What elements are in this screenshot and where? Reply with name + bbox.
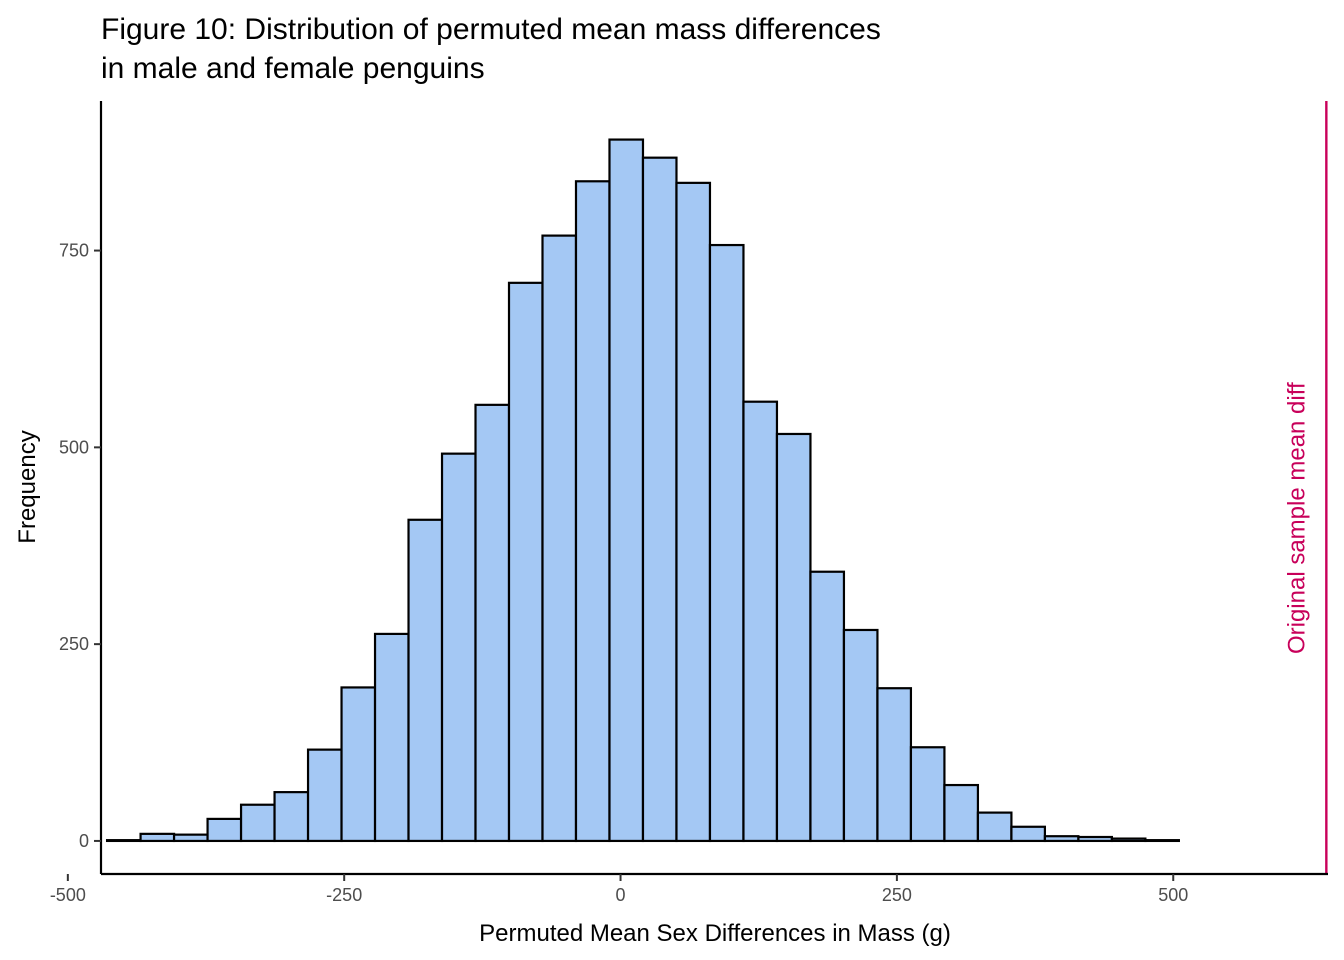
x-tick-label-3: 250 bbox=[882, 885, 912, 905]
histogram-bar-24 bbox=[909, 746, 946, 843]
histogram-bar-2 bbox=[172, 833, 209, 843]
x-tick-label-1: -250 bbox=[326, 885, 362, 905]
histogram-bar-18 bbox=[708, 243, 745, 843]
bars-layer bbox=[105, 138, 1180, 843]
histogram-bar-26 bbox=[976, 811, 1013, 843]
histogram-bar-4 bbox=[239, 803, 276, 843]
histogram-bar-15 bbox=[608, 138, 645, 843]
histogram-bar-10 bbox=[440, 452, 477, 843]
histogram-bar-27 bbox=[1010, 825, 1047, 843]
histogram-bar-19 bbox=[742, 400, 779, 843]
histogram-bar-8 bbox=[373, 632, 410, 843]
x-ticks-layer: -500 -250 0 250 500 bbox=[50, 874, 1188, 905]
y-tick-label-3: 750 bbox=[59, 241, 89, 261]
histogram-bar-7 bbox=[340, 686, 377, 843]
y-axis-title: Frequency bbox=[14, 430, 41, 543]
histogram-bar-20 bbox=[775, 432, 812, 843]
histogram-bar-17 bbox=[675, 181, 712, 843]
reference-line-layer: Original sample mean diff bbox=[1283, 101, 1328, 874]
histogram-bar-29 bbox=[1077, 835, 1113, 843]
histogram-bar-14 bbox=[574, 180, 611, 843]
histogram-bar-13 bbox=[541, 234, 578, 843]
x-axis-title: Permuted Mean Sex Differences in Mass (g… bbox=[479, 920, 951, 947]
histogram-bar-11 bbox=[474, 403, 511, 843]
x-tick-label-0: -500 bbox=[50, 885, 86, 905]
y-tick-label-0: 0 bbox=[79, 831, 89, 851]
histogram-bar-12 bbox=[507, 281, 544, 843]
chart-title-line-1: Figure 10: Distribution of permuted mean… bbox=[101, 13, 881, 46]
histogram-bar-9 bbox=[407, 518, 444, 843]
histogram-bar-16 bbox=[641, 156, 678, 843]
histogram-bar-21 bbox=[809, 570, 846, 843]
histogram-bar-5 bbox=[273, 791, 310, 843]
histogram-bar-0 bbox=[105, 839, 142, 843]
x-tick-label-4: 500 bbox=[1158, 885, 1188, 905]
x-tick-label-2: 0 bbox=[616, 885, 626, 905]
histogram-bar-3 bbox=[206, 817, 243, 843]
histogram-bar-31 bbox=[1144, 839, 1180, 843]
y-tick-label-2: 500 bbox=[59, 437, 89, 457]
histogram-bar-30 bbox=[1110, 837, 1147, 843]
histogram-bar-6 bbox=[306, 748, 343, 843]
reference-line-label: Original sample mean diff bbox=[1283, 382, 1310, 654]
chart-title-line-2: in male and female penguins bbox=[101, 52, 485, 85]
y-ticks-layer: 0 250 500 750 bbox=[59, 241, 101, 851]
histogram-bar-25 bbox=[943, 783, 980, 843]
histogram-bar-23 bbox=[876, 687, 913, 843]
histogram-bar-28 bbox=[1043, 835, 1080, 843]
histogram-bar-22 bbox=[842, 628, 879, 843]
histogram-bar-1 bbox=[139, 832, 176, 843]
y-tick-label-1: 250 bbox=[59, 634, 89, 654]
